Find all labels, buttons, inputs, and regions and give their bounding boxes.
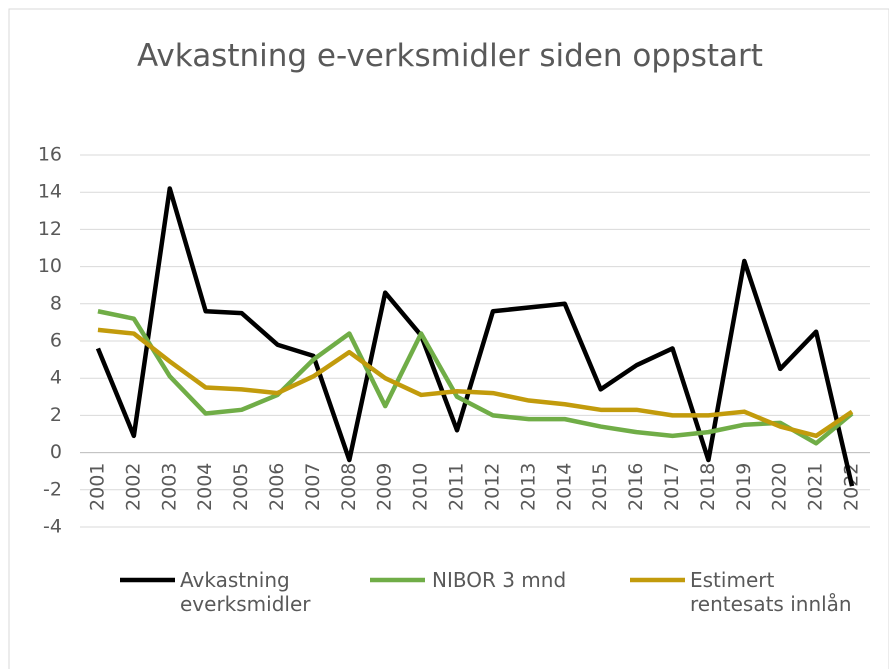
legend-label: NIBOR 3 mnd: [432, 568, 567, 592]
y-tick-label: 0: [50, 441, 62, 463]
x-tick-label: 2005: [230, 463, 252, 511]
y-tick-label: -2: [43, 478, 62, 500]
series-line: [95, 186, 855, 487]
x-tick-label: 2020: [769, 463, 791, 511]
legend-label: Avkastning everksmidler: [180, 568, 311, 616]
x-tick-label: 2003: [158, 463, 180, 511]
x-tick-label: 2006: [266, 463, 288, 511]
chart-border: [8, 8, 889, 669]
x-tick-label: 2002: [122, 463, 144, 511]
x-tick-label: 2021: [805, 463, 827, 511]
x-tick-label: 2013: [517, 463, 539, 511]
x-tick-label: 2015: [589, 463, 611, 511]
y-tick-label: 14: [38, 181, 62, 203]
x-tick-label: 2018: [697, 463, 719, 511]
x-tick-label: 2009: [374, 463, 396, 511]
x-tick-label: 2017: [661, 463, 683, 511]
x-tick-label: 2007: [302, 463, 324, 511]
x-tick-label: 2001: [86, 463, 108, 511]
y-tick-label: 2: [50, 404, 62, 426]
y-tick-label: 12: [38, 218, 62, 240]
y-tick-label: -4: [43, 516, 62, 538]
x-tick-label: 2016: [625, 463, 647, 511]
series-line: [97, 309, 854, 446]
y-tick-label: 16: [38, 144, 62, 166]
x-tick-label: 2011: [446, 463, 468, 511]
y-tick-label: 8: [50, 292, 62, 314]
legend-label: Estimert rentesats innlån: [690, 568, 852, 616]
x-tick-label: 2014: [553, 463, 575, 511]
x-tick-label: 2010: [410, 463, 432, 511]
y-tick-label: 10: [38, 255, 62, 277]
x-tick-label: 2012: [481, 463, 503, 511]
chart-title: Avkastning e-verksmidler siden oppstart: [137, 38, 763, 74]
series-line: [97, 327, 854, 439]
x-tick-label: 2022: [841, 463, 863, 511]
x-tick-label: 2019: [733, 463, 755, 511]
x-tick-label: 2008: [338, 463, 360, 511]
y-tick-label: 4: [50, 367, 62, 389]
x-tick-label: 2004: [194, 463, 216, 511]
y-tick-label: 6: [50, 330, 62, 352]
